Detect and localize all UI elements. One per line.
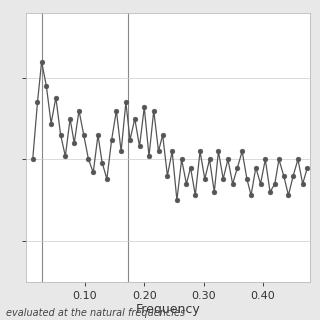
X-axis label: Frequency: Frequency [136,303,200,316]
Text: evaluated at the natural frequencies: evaluated at the natural frequencies [6,308,186,318]
